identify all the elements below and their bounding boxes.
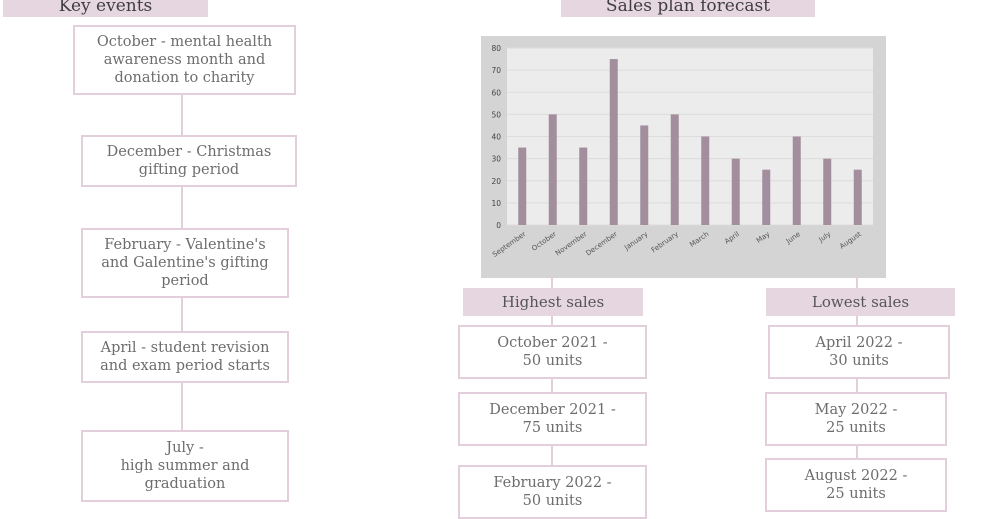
key-event-text: December - Christmas gifting period: [106, 144, 272, 178]
lowest-sales-text: August 2022 - 25 units: [804, 468, 908, 502]
lowest-sales-header: Lowest sales: [766, 288, 955, 316]
y-tick-label: 20: [491, 177, 501, 186]
highest-sales-connector: [551, 276, 553, 500]
y-tick-label: 0: [496, 221, 501, 230]
chart-bar: [518, 147, 527, 225]
key-events-header: Key events: [3, 0, 208, 17]
chart-bar: [579, 147, 588, 225]
y-tick-label: 10: [491, 199, 501, 208]
x-tick-label: March: [688, 230, 710, 249]
chart-bar: [640, 125, 649, 225]
highest-sales-box: October 2021 - 50 units: [458, 325, 647, 379]
x-tick-label: July: [817, 230, 833, 244]
x-tick-label: October: [530, 230, 558, 253]
sales-plan-header: Sales plan forecast: [561, 0, 815, 17]
highest-sales-header: Highest sales: [463, 288, 643, 316]
sales-plan-title: Sales plan forecast: [605, 0, 771, 16]
x-tick-label: September: [491, 230, 527, 259]
highest-sales-box: December 2021 - 75 units: [458, 392, 647, 446]
x-tick-label: December: [585, 230, 619, 257]
x-tick-label: April: [723, 230, 741, 246]
key-event-box: July - high summer and graduation: [81, 430, 289, 502]
x-tick-label: August: [838, 230, 863, 251]
lowest-sales-box: August 2022 - 25 units: [765, 458, 947, 512]
y-tick-label: 70: [491, 66, 501, 75]
x-tick-label: June: [784, 230, 802, 246]
chart-bar: [823, 158, 832, 225]
highest-sales-label: Highest sales: [501, 293, 605, 311]
chart-bar: [853, 169, 862, 225]
highest-sales-box: February 2022 - 50 units: [458, 465, 647, 519]
key-event-box: October - mental health awareness month …: [73, 25, 296, 95]
chart-bar: [548, 114, 557, 225]
key-events-title: Key events: [58, 0, 153, 16]
key-event-text: July - high summer and graduation: [120, 440, 250, 492]
key-event-box: December - Christmas gifting period: [81, 135, 297, 187]
key-event-box: April - student revision and exam period…: [81, 331, 289, 383]
key-event-box: February - Valentine's and Galentine's g…: [81, 228, 289, 298]
y-tick-label: 50: [491, 110, 501, 119]
key-event-text: February - Valentine's and Galentine's g…: [101, 237, 269, 289]
chart-bar: [792, 136, 801, 225]
lowest-sales-text: May 2022 - 25 units: [814, 402, 898, 436]
y-tick-label: 80: [491, 44, 501, 53]
y-tick-label: 40: [491, 133, 501, 142]
x-tick-label: May: [755, 230, 771, 245]
chart-bar: [731, 158, 740, 225]
lowest-sales-text: April 2022 - 30 units: [815, 335, 903, 369]
lowest-sales-connector: [856, 276, 858, 500]
key-event-text: April - student revision and exam period…: [100, 340, 270, 374]
highest-sales-text: October 2021 - 50 units: [497, 335, 608, 369]
lowest-sales-box: May 2022 - 25 units: [765, 392, 947, 446]
chart-bar: [670, 114, 679, 225]
y-tick-label: 30: [491, 155, 501, 164]
sales-chart-svg: 0 10 20 30 40 50 60 70 80 September OctoberNovembe…: [491, 44, 873, 259]
sales-chart: 0 10 20 30 40 50 60 70 80 September October Novembe…: [481, 36, 886, 278]
chart-bar: [609, 59, 618, 225]
highest-sales-text: February 2022 - 50 units: [493, 475, 612, 509]
x-tick-label: November: [554, 230, 589, 258]
x-tick-label: February: [650, 230, 680, 254]
chart-bar: [762, 169, 771, 225]
y-tick-label: 60: [491, 88, 501, 97]
highest-sales-text: December 2021 - 75 units: [489, 402, 616, 436]
key-event-text: October - mental health awareness month …: [96, 34, 273, 86]
lowest-sales-box: April 2022 - 30 units: [768, 325, 950, 379]
lowest-sales-label: Lowest sales: [811, 293, 910, 311]
chart-bar: [701, 136, 710, 225]
x-tick-label: January: [622, 230, 649, 252]
